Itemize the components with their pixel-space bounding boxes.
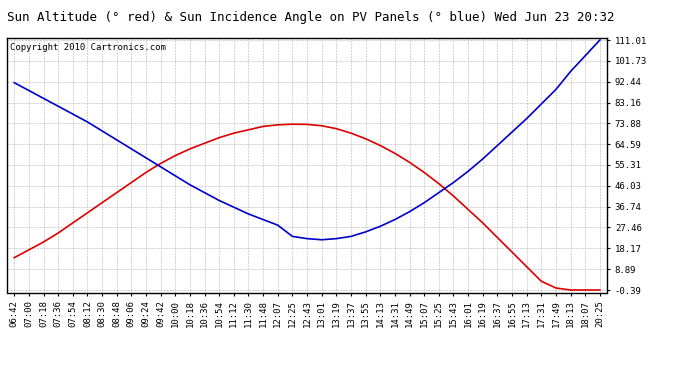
Text: Copyright 2010 Cartronics.com: Copyright 2010 Cartronics.com	[10, 43, 166, 52]
Text: Sun Altitude (° red) & Sun Incidence Angle on PV Panels (° blue) Wed Jun 23 20:3: Sun Altitude (° red) & Sun Incidence Ang…	[7, 11, 614, 24]
